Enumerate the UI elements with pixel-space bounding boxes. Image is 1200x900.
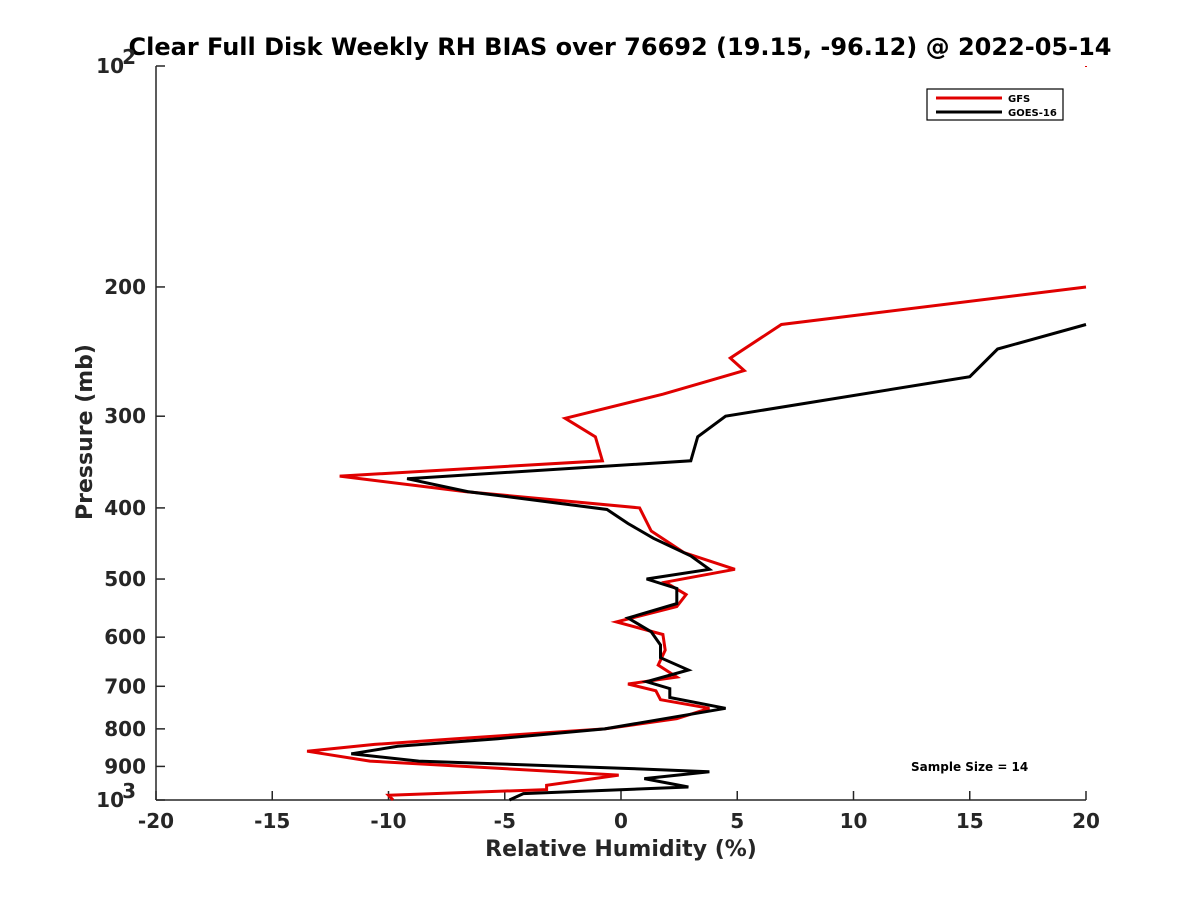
x-tick-label: 15 [956,809,984,833]
chart-title: Clear Full Disk Weekly RH BIAS over 7669… [129,33,1112,61]
x-tick-label: 5 [730,809,744,833]
y-tick-label: 500 [104,567,146,591]
series-line-gfs [306,285,1087,802]
legend-label-goes-16: GOES-16 [1008,108,1057,119]
legend: GFS GOES-16 [926,88,1064,121]
x-tick-label: -20 [138,809,174,833]
y-tick-label: 800 [104,717,146,741]
y-tick-label: 10 [96,54,124,78]
x-tick-label: -15 [254,809,290,833]
legend-box [926,88,1064,121]
x-tick-label: -5 [494,809,516,833]
y-tick-label: 400 [104,496,146,520]
y-tick-label: 700 [104,674,146,698]
x-tick-label: 20 [1072,809,1100,833]
series-layer [306,285,1087,802]
y-tick-exponent: 3 [122,779,136,803]
x-tick-label: 0 [614,809,628,833]
series-line-goes-16 [351,323,1087,802]
x-axis-label: Relative Humidity (%) [485,837,757,862]
x-axis: -20 -15 -10 -5 0 5 10 15 20 [138,791,1100,833]
y-tick-exponent: 2 [122,45,136,69]
y-axis-label: Pressure (mb) [73,344,98,520]
y-tick-label: 300 [104,404,146,428]
y-tick-label: 200 [104,275,146,299]
y-tick-label: 900 [104,754,146,778]
y-tick-label: 600 [104,625,146,649]
x-tick-label: -10 [370,809,406,833]
sample-size-annotation: Sample Size = 14 [911,760,1028,774]
x-tick-label: 10 [840,809,868,833]
y-tick-label: 10 [96,788,124,812]
legend-label-gfs: GFS [1008,94,1030,105]
